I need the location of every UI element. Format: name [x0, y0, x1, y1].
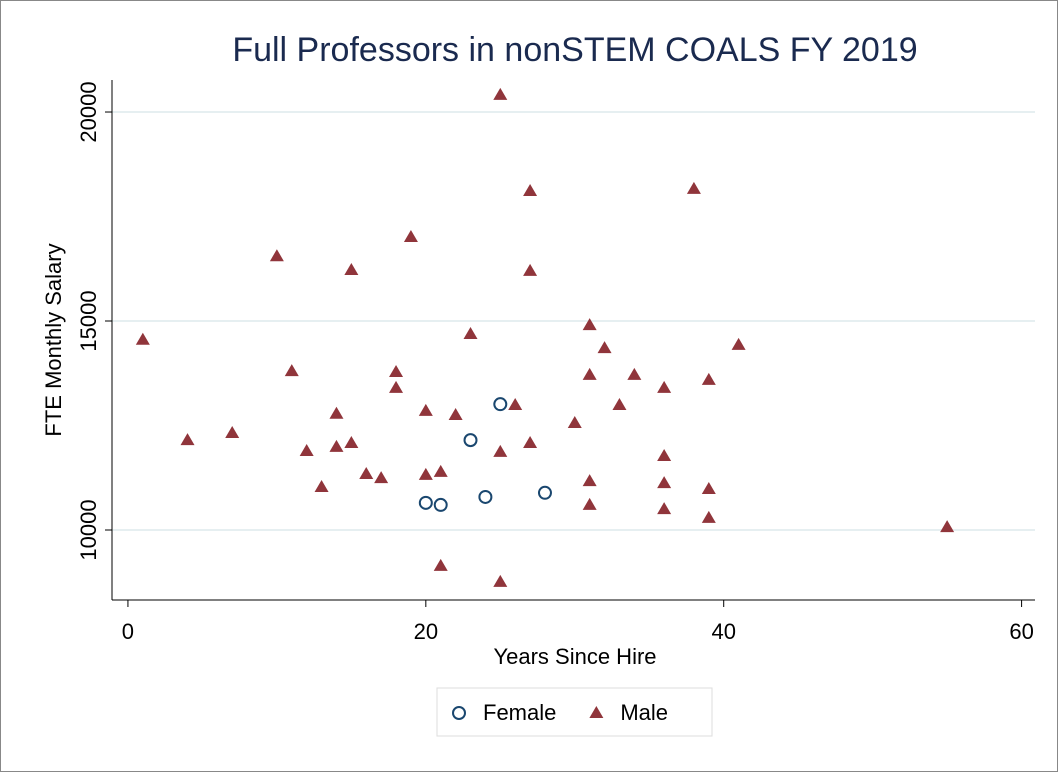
x-tick-label: 0 — [122, 619, 134, 644]
x-tick-label: 40 — [711, 619, 735, 644]
legend-marker — [589, 706, 604, 718]
point — [582, 367, 597, 380]
point — [657, 449, 672, 462]
point — [612, 398, 627, 411]
point — [299, 443, 314, 456]
point — [523, 184, 538, 197]
point — [582, 318, 597, 331]
point — [537, 485, 552, 500]
point — [597, 341, 612, 354]
point — [135, 332, 150, 345]
legend-marker — [452, 706, 466, 720]
point — [731, 337, 746, 350]
point — [627, 367, 642, 380]
point — [374, 471, 389, 484]
point — [478, 489, 493, 504]
point — [269, 249, 284, 262]
legend-label: Female — [483, 700, 556, 725]
point — [493, 397, 508, 412]
point — [403, 229, 418, 242]
point — [493, 444, 508, 457]
point — [418, 467, 433, 480]
point — [344, 436, 359, 449]
chart-title: Full Professors in nonSTEM COALS FY 2019 — [232, 31, 917, 69]
point — [701, 510, 716, 523]
point — [314, 479, 329, 492]
point — [567, 415, 582, 428]
x-tick-label: 60 — [1009, 619, 1033, 644]
point — [389, 380, 404, 393]
point — [508, 398, 523, 411]
point — [523, 436, 538, 449]
point — [657, 476, 672, 489]
y-axis-title: FTE Monthly Salary — [41, 243, 66, 436]
x-tick-label: 20 — [414, 619, 438, 644]
point — [225, 426, 240, 439]
point — [448, 408, 463, 421]
point — [701, 372, 716, 385]
point — [389, 364, 404, 377]
point — [657, 380, 672, 393]
y-tick-label: 10000 — [76, 499, 101, 560]
point — [180, 433, 195, 446]
x-axis-title: Years Since Hire — [493, 644, 656, 669]
y-tick-label: 15000 — [76, 290, 101, 351]
point — [329, 406, 344, 419]
y-tick-label: 20000 — [76, 81, 101, 142]
point — [433, 497, 448, 512]
point — [463, 326, 478, 339]
point — [284, 364, 299, 377]
point — [657, 502, 672, 515]
legend-label: Male — [620, 700, 668, 725]
point — [463, 433, 478, 448]
point — [329, 439, 344, 452]
point — [940, 520, 955, 533]
point — [493, 87, 508, 100]
point — [344, 263, 359, 276]
point — [582, 474, 597, 487]
legend-box — [436, 687, 713, 737]
point — [701, 482, 716, 495]
point — [418, 495, 433, 510]
point — [493, 574, 508, 587]
point — [582, 497, 597, 510]
point — [523, 263, 538, 276]
point — [433, 464, 448, 477]
point — [418, 403, 433, 416]
point — [433, 558, 448, 571]
point — [359, 466, 374, 479]
point — [686, 181, 701, 194]
